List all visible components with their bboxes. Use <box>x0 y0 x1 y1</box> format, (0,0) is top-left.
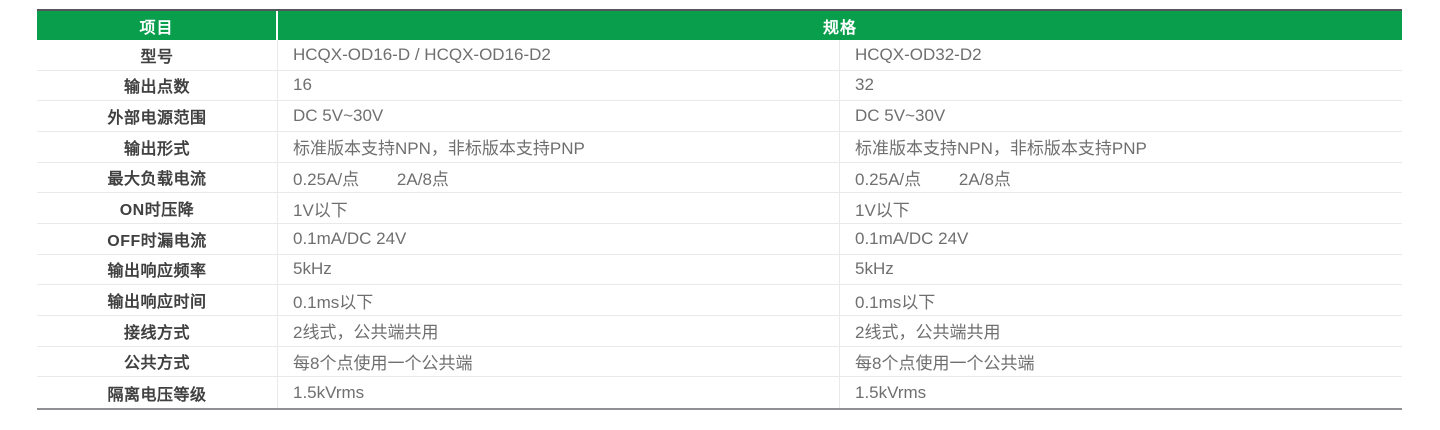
row-label: OFF时漏电流 <box>37 223 278 254</box>
row-label: 输出响应时间 <box>37 285 278 315</box>
row-spec-od16: 5kHz <box>278 254 840 285</box>
row-spec-od32: 2线式，公共端共用 <box>855 323 1001 343</box>
row-spec-od16: 0.1mA/DC 24V <box>278 223 840 254</box>
row-spec-od32: 每8个点使用一个公共端 <box>855 353 1035 373</box>
row-label: 接线方式 <box>37 315 278 346</box>
table-row: ON时压降 1V以下 1V以下 <box>37 193 1402 224</box>
table-row: 输出形式 标准版本支持NPN，非标版本支持PNP 标准版本支持NPN，非标版本支… <box>37 131 1402 163</box>
row-spec-od32: DC 5V~30V <box>855 106 946 126</box>
row-spec-od16: 0.1ms以下 <box>278 285 840 315</box>
row-spec-od32: 0.1ms以下 <box>855 292 936 312</box>
row-spec-od16: 0.25A/点 2A/8点 <box>278 162 840 193</box>
row-label: 公共方式 <box>37 346 278 377</box>
row-spec-od16: DC 5V~30V <box>278 101 840 131</box>
row-spec-od16: 标准版本支持NPN，非标版本支持PNP <box>278 131 840 162</box>
table-row: 接线方式 2线式，公共端共用 2线式，公共端共用 <box>37 315 1402 347</box>
row-label: 最大负载电流 <box>37 162 278 193</box>
table-row: 公共方式 每8个点使用一个公共端 每8个点使用一个公共端 <box>37 346 1402 378</box>
row-spec-od32: 1.5kVrms <box>855 382 927 402</box>
table-row: 输出响应频率 5kHz 5kHz <box>37 254 1402 286</box>
table-row: 最大负载电流 0.25A/点 2A/8点 0.25A/点 2A/8点 <box>37 162 1402 194</box>
row-spec-od32: 标准版本支持NPN，非标版本支持PNP <box>855 139 1147 159</box>
row-label: 输出点数 <box>37 70 278 101</box>
row-spec-od32: 0.1mA/DC 24V <box>855 228 969 248</box>
header-item-column: 项目 <box>37 11 278 40</box>
specification-table: 项目 规格 型号 HCQX-OD16-D / HCQX-OD16-D2 HCQX… <box>37 9 1402 410</box>
row-spec-od16: 1.5kVrms <box>278 377 840 408</box>
row-spec-od32: HCQX-OD32-D2 <box>855 44 982 64</box>
row-spec-od32: 0.25A/点 2A/8点 <box>855 169 1011 189</box>
table-row: 输出点数 16 32 <box>37 70 1402 102</box>
spec-table-body: 型号 HCQX-OD16-D / HCQX-OD16-D2 HCQX-OD32-… <box>37 40 1402 408</box>
table-row: 输出响应时间 0.1ms以下 0.1ms以下 <box>37 285 1402 316</box>
row-spec-od16: 1V以下 <box>278 193 840 223</box>
row-spec-od32: 1V以下 <box>855 200 910 220</box>
row-label: ON时压降 <box>37 193 278 223</box>
row-label: 隔离电压等级 <box>37 377 278 408</box>
table-row: 隔离电压等级 1.5kVrms 1.5kVrms <box>37 377 1402 408</box>
row-spec-od16: 每8个点使用一个公共端 <box>278 346 840 377</box>
table-row: 外部电源范围 DC 5V~30V DC 5V~30V <box>37 101 1402 132</box>
row-spec-od16: 2线式，公共端共用 <box>278 315 840 346</box>
row-label: 外部电源范围 <box>37 101 278 131</box>
row-spec-od32: 32 <box>855 75 874 95</box>
row-label: 输出形式 <box>37 131 278 162</box>
table-row: OFF时漏电流 0.1mA/DC 24V 0.1mA/DC 24V <box>37 223 1402 255</box>
row-spec-od16: HCQX-OD16-D / HCQX-OD16-D2 <box>278 40 840 70</box>
row-label: 型号 <box>37 40 278 70</box>
row-label: 输出响应频率 <box>37 254 278 285</box>
row-spec-od32: 5kHz <box>855 259 894 279</box>
row-spec-od16: 16 <box>278 70 840 101</box>
header-spec-column: 规格 <box>822 19 857 37</box>
table-row: 型号 HCQX-OD16-D / HCQX-OD16-D2 HCQX-OD32-… <box>37 40 1402 71</box>
table-header-row: 项目 规格 <box>37 11 1402 40</box>
